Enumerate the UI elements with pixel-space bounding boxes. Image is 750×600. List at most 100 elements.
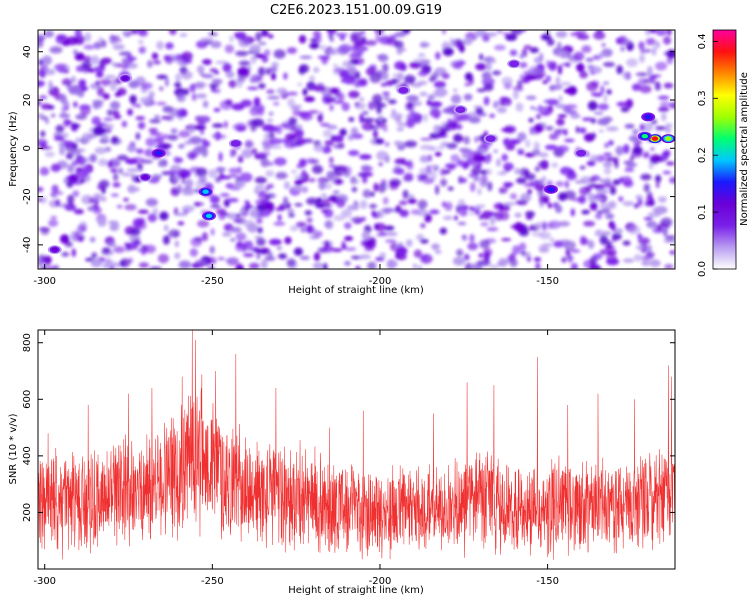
heatmap-texture-blob xyxy=(275,171,288,180)
heatmap-texture-blob xyxy=(654,207,664,216)
heatmap-texture-blob xyxy=(540,33,552,41)
heatmap-texture-blob xyxy=(527,226,537,231)
heatmap-texture-blob xyxy=(359,97,365,102)
heatmap-texture-blob xyxy=(559,81,572,86)
heatmap-texture-blob xyxy=(590,117,597,124)
heatmap-texture-blob xyxy=(576,34,590,40)
heatmap-texture-blob xyxy=(48,219,59,227)
heatmap-texture-blob xyxy=(505,33,517,42)
heatmap-texture-blob xyxy=(525,216,533,220)
heatmap-texture-blob xyxy=(341,102,350,112)
heatmap-texture-blob xyxy=(100,39,107,48)
heatmap-texture-blob xyxy=(165,56,174,65)
heatmap-texture-blob xyxy=(228,173,239,178)
heatmap-hotspot xyxy=(205,213,213,219)
heatmap-texture-blob xyxy=(339,35,346,41)
heatmap-texture-blob xyxy=(125,158,139,165)
heatmap-texture-blob xyxy=(375,120,381,126)
heatmap-texture-blob xyxy=(55,124,65,134)
heatmap-texture-blob xyxy=(607,200,617,210)
heatmap-texture-blob xyxy=(483,96,490,106)
heatmap-texture-blob xyxy=(241,242,247,253)
heatmap-texture-blob xyxy=(116,204,123,209)
heatmap-texture-blob xyxy=(156,74,168,80)
heatmap-texture-blob xyxy=(369,203,377,209)
heatmap-texture-blob xyxy=(473,105,483,109)
heatmap-texture-blob xyxy=(251,148,258,155)
heatmap-texture-blob xyxy=(116,154,129,161)
heatmap-texture-blob xyxy=(268,66,278,73)
heatmap-texture-blob xyxy=(442,215,453,221)
heatmap-texture-blob xyxy=(319,45,327,50)
heatmap-texture-blob xyxy=(440,178,448,187)
heatmap-texture-blob xyxy=(95,80,101,86)
heatmap-texture-blob xyxy=(397,158,408,163)
heatmap-texture-blob xyxy=(412,263,417,269)
heatmap-texture-blob xyxy=(436,134,449,138)
heatmap-texture-blob xyxy=(663,149,671,157)
heatmap-texture-blob xyxy=(58,113,71,119)
colorbar-tick-label: 0.2 xyxy=(697,147,708,163)
heatmap-texture-blob xyxy=(444,201,453,211)
heatmap-texture-blob xyxy=(103,117,114,122)
heatmap-texture-blob xyxy=(92,206,102,215)
heatmap-texture-blob xyxy=(225,258,235,263)
colorbar-ticks: 0.0 0.1 0.2 0.3 0.4 xyxy=(697,33,718,277)
heatmap-texture-blob xyxy=(603,81,610,85)
heatmap-texture-blob xyxy=(603,94,608,103)
heatmap-texture-blob xyxy=(329,87,339,95)
heatmap-texture-blob xyxy=(287,98,295,108)
heatmap-texture-blob xyxy=(407,198,417,205)
heatmap-hotspots xyxy=(47,59,675,255)
heatmap-texture-blob xyxy=(616,65,624,75)
heatmap-texture-blob xyxy=(117,167,124,174)
heatmap-texture-blob xyxy=(520,193,532,203)
heatmap-texture-blob xyxy=(545,75,552,83)
heatmap-texture-blob xyxy=(596,188,609,195)
heatmap-texture-blob xyxy=(450,94,462,104)
heatmap-x-tick-label: -300 xyxy=(33,276,56,287)
heatmap-texture-blob xyxy=(620,106,630,113)
heatmap-texture-blob xyxy=(423,113,428,123)
heatmap-texture-blob xyxy=(407,194,415,199)
heatmap-texture-blob xyxy=(504,167,510,173)
heatmap-texture-blob xyxy=(239,172,253,183)
heatmap-texture-blob xyxy=(406,102,413,110)
heatmap-texture-blob xyxy=(99,179,110,189)
heatmap-texture-blob xyxy=(417,176,424,182)
heatmap-texture-blob xyxy=(396,246,408,256)
heatmap-texture-blob xyxy=(221,232,232,237)
heatmap-texture-blob xyxy=(215,60,229,65)
heatmap-texture-blob xyxy=(354,57,365,65)
heatmap-texture-blob xyxy=(587,100,598,111)
heatmap-texture-blob xyxy=(463,253,470,261)
heatmap-texture-blob xyxy=(399,63,407,72)
heatmap-texture-blob xyxy=(278,253,287,260)
heatmap-texture-blob xyxy=(39,141,47,150)
heatmap-texture-blob xyxy=(498,187,508,194)
heatmap-texture-blob xyxy=(91,116,101,126)
heatmap-texture-blob xyxy=(50,163,61,172)
heatmap-texture-blob xyxy=(257,226,263,234)
heatmap-texture-blob xyxy=(40,130,46,138)
heatmap-texture-blob xyxy=(109,34,116,44)
heatmap-texture-blob xyxy=(260,259,268,269)
heatmap-texture-blob xyxy=(456,249,464,257)
heatmap-texture-blob xyxy=(595,212,603,220)
heatmap-texture-blob xyxy=(159,211,169,221)
heatmap-texture-blob xyxy=(487,181,493,192)
heatmap-texture-blob xyxy=(659,101,671,108)
heatmap-texture-blob xyxy=(92,101,103,109)
heatmap-y-tick-label: 20 xyxy=(22,94,33,107)
heatmap-texture-blob xyxy=(257,41,267,46)
heatmap-texture-blob xyxy=(112,43,125,51)
heatmap-texture-blob xyxy=(472,160,483,169)
heatmap-texture-blob xyxy=(389,242,399,252)
heatmap-texture-blob xyxy=(100,78,113,87)
snr-frame xyxy=(37,329,676,570)
snr-x-tick-label: -200 xyxy=(369,576,392,587)
heatmap-texture-blob xyxy=(496,30,503,34)
heatmap-texture-blob xyxy=(298,66,306,75)
heatmap-texture-blob xyxy=(222,62,232,73)
heatmap-texture-blob xyxy=(587,64,595,69)
